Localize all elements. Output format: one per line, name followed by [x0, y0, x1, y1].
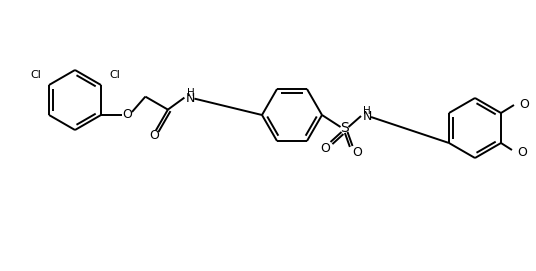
Text: O: O	[149, 129, 159, 142]
Text: N: N	[362, 111, 372, 124]
Text: Cl: Cl	[30, 70, 41, 80]
Text: O: O	[517, 147, 527, 160]
Text: O: O	[122, 108, 132, 121]
Text: Cl: Cl	[109, 70, 120, 80]
Text: N: N	[185, 92, 195, 105]
Text: O: O	[353, 146, 362, 159]
Text: O: O	[519, 98, 529, 111]
Text: O: O	[321, 141, 331, 154]
Text: H: H	[187, 88, 194, 98]
Text: H: H	[363, 106, 371, 116]
Text: S: S	[340, 121, 349, 135]
